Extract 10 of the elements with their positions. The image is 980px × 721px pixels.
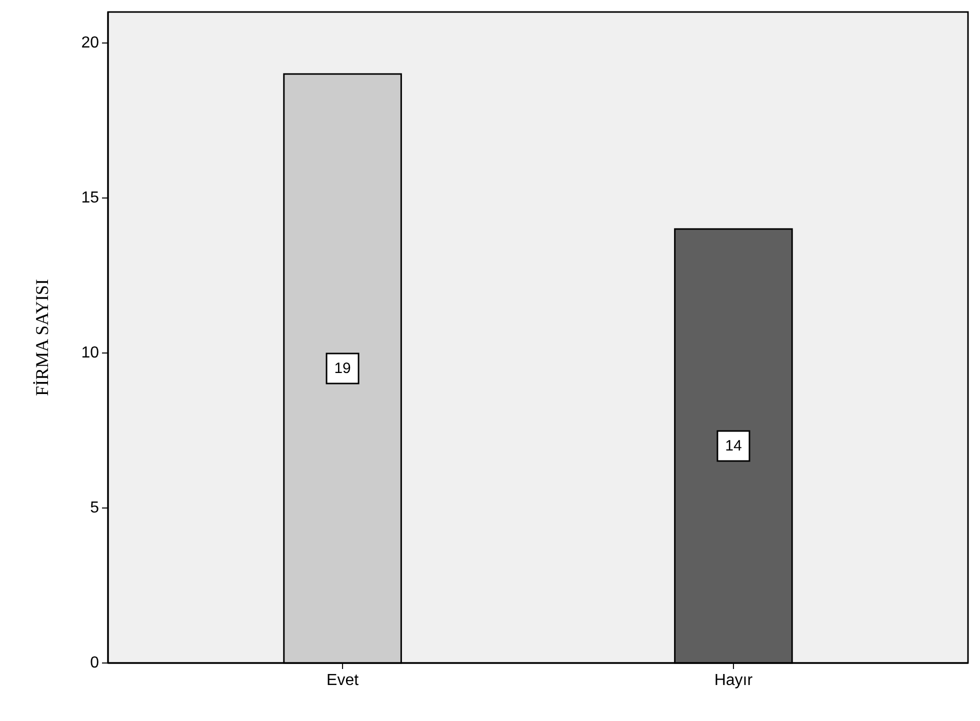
x-tick-label: Evet [326, 672, 360, 689]
data-label: 14 [725, 438, 742, 454]
y-tick-label: 5 [90, 500, 100, 516]
y-tick-label: 15 [81, 190, 100, 206]
data-label: 19 [334, 360, 351, 377]
y-tick-label: 20 [81, 34, 100, 52]
y-axis-title: FİRMA SAYISI [32, 279, 52, 396]
x-tick-label: Hayır [714, 672, 754, 689]
y-tick-label: 0 [90, 654, 100, 672]
y-tick-label: 10 [81, 344, 100, 362]
